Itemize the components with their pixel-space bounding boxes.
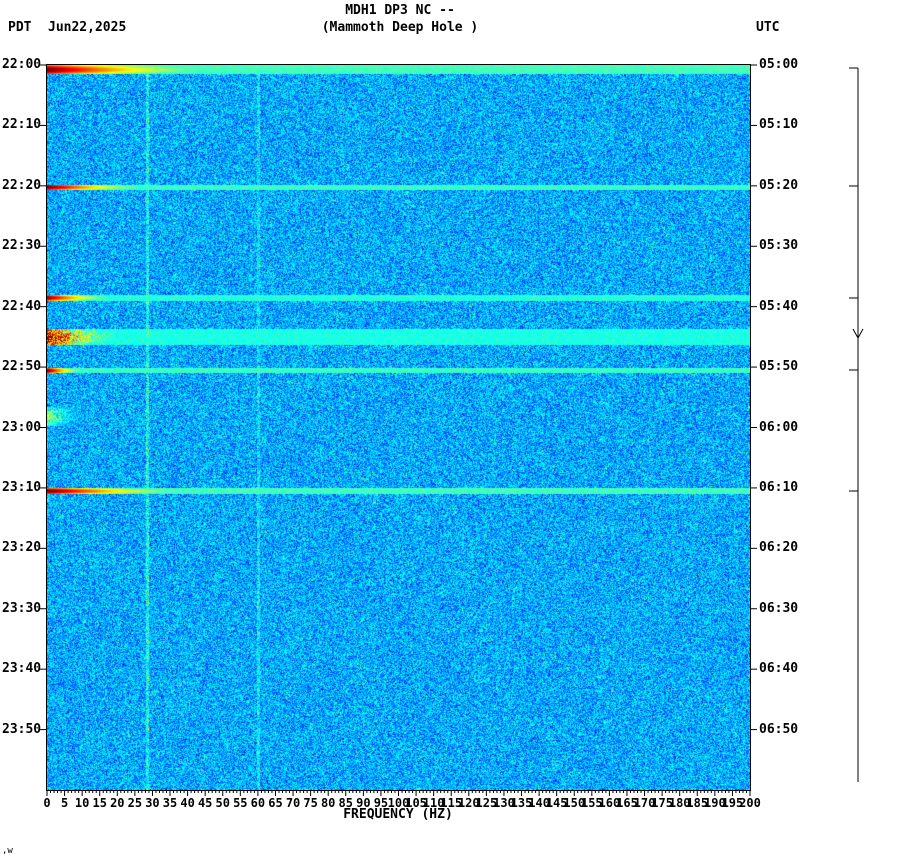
- time-tick-label-right: 06:10: [759, 479, 799, 495]
- freq-tick-label: 45: [197, 796, 213, 810]
- time-tick-label-left: 23:00: [2, 419, 42, 435]
- time-tick-label-right: 06:50: [759, 721, 799, 737]
- freq-tick-label: 5: [60, 796, 69, 810]
- time-tick-label-left: 22:30: [2, 238, 42, 254]
- time-tick-label-left: 22:00: [2, 57, 42, 72]
- time-tick-label-right: 05:40: [759, 298, 799, 314]
- freq-tick-label: 170: [633, 796, 656, 810]
- freq-tick-label: 195: [721, 796, 744, 810]
- freq-tick-label: 155: [580, 796, 603, 810]
- time-tick-label-right: 05:20: [759, 177, 799, 193]
- freq-tick-label: 160: [598, 796, 621, 810]
- freq-tick-label: 40: [180, 796, 195, 810]
- time-tick-label-left: 23:10: [2, 479, 42, 495]
- time-tick-label-left: 23:20: [2, 540, 42, 556]
- freq-tick-label: 70: [285, 796, 301, 810]
- freq-tick-label: 0: [43, 796, 51, 810]
- time-tick-label-left: 23:30: [2, 600, 42, 616]
- x-axis-title: FREQUENCY (HZ): [343, 807, 453, 822]
- freq-tick-label: 25: [127, 796, 143, 810]
- freq-tick-label: 175: [651, 796, 673, 810]
- freq-tick-label: 90: [356, 796, 371, 810]
- freq-tick-label: 30: [145, 796, 160, 810]
- freq-tick-label: 190: [704, 796, 726, 810]
- freq-tick-label: 15: [92, 796, 107, 810]
- time-tick-label-right: 05:00: [759, 57, 799, 72]
- date-label: Jun22,2025: [48, 20, 127, 35]
- freq-tick-label: 120: [457, 796, 480, 810]
- event-scalebar-arrow-icon: [852, 328, 864, 340]
- timezone-right-label: UTC: [756, 20, 780, 35]
- freq-tick-label: 130: [493, 796, 515, 810]
- time-tick-label-right: 05:30: [759, 238, 799, 254]
- time-tick-label-left: 22:20: [2, 177, 42, 193]
- timezone-left-label: PDT: [8, 20, 32, 35]
- freq-tick-label: 140: [528, 796, 550, 810]
- plot-subtitle: (Mammoth Deep Hole ): [321, 20, 479, 35]
- freq-tick-label: 60: [250, 796, 266, 810]
- freq-tick-label: 10: [74, 796, 90, 810]
- time-tick-label-left: 23:50: [2, 721, 42, 737]
- time-tick-label-left: 22:50: [2, 359, 42, 375]
- freq-tick-label: 35: [162, 796, 178, 810]
- freq-tick-label: 20: [110, 796, 125, 810]
- freq-tick-label: 75: [303, 796, 318, 810]
- freq-tick-label: 55: [233, 796, 248, 810]
- corner-note: ,w: [2, 846, 13, 856]
- time-tick-label-left: 22:40: [2, 298, 42, 314]
- freq-tick-label: 95: [373, 796, 389, 810]
- freq-tick-label: 80: [320, 796, 336, 810]
- freq-tick-label: 50: [215, 796, 230, 810]
- spectrogram-canvas: [47, 65, 750, 790]
- freq-tick-label: 200: [739, 796, 761, 810]
- freq-tick-label: 105: [405, 796, 427, 810]
- time-tick-label-right: 05:10: [759, 117, 799, 133]
- freq-tick-label: 180: [668, 796, 691, 810]
- time-tick-label-right: 06:40: [759, 661, 799, 677]
- plot-title: MDH1 DP3 NC --: [345, 3, 455, 18]
- freq-tick-label: 185: [686, 796, 709, 810]
- freq-tick-label: 110: [422, 796, 445, 810]
- freq-tick-label: 100: [387, 796, 410, 810]
- time-tick-label-left: 23:40: [2, 661, 42, 677]
- time-tick-label-right: 06:20: [759, 540, 799, 556]
- freq-tick-label: 125: [475, 796, 498, 810]
- time-tick-label-right: 06:30: [759, 600, 799, 616]
- time-tick-label-right: 05:50: [759, 359, 799, 375]
- freq-tick-label: 145: [545, 796, 568, 810]
- time-tick-label-right: 06:00: [759, 419, 799, 435]
- freq-tick-label: 85: [338, 796, 353, 810]
- freq-tick-label: 135: [510, 796, 533, 810]
- freq-tick-label: 65: [268, 796, 283, 810]
- freq-tick-label: 165: [616, 796, 638, 810]
- freq-tick-label: 115: [440, 796, 463, 810]
- freq-tick-label: 150: [563, 796, 586, 810]
- time-tick-label-left: 22:10: [2, 117, 42, 133]
